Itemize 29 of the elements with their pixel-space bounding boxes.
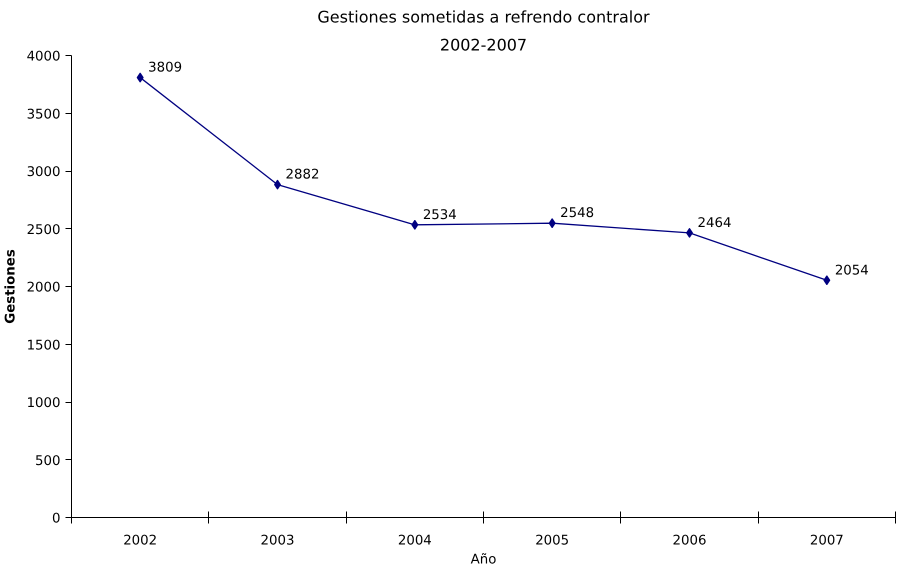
x-tick-label: 2007 (810, 534, 844, 548)
y-tick-label: 1500 (26, 338, 61, 354)
data-label: 2054 (834, 263, 869, 278)
data-label: 3809 (148, 60, 182, 76)
point (136, 72, 144, 83)
point (548, 218, 556, 228)
y-tick-label: 3500 (26, 107, 61, 122)
y-tick-label: 1000 (26, 396, 61, 411)
point (823, 275, 830, 286)
point (411, 220, 418, 230)
y-tick-label: 500 (35, 454, 61, 469)
chart-title: Gestiones sometidas a refrendo contralor (317, 8, 650, 26)
x-axis-title: Año (470, 552, 496, 568)
x-tick-label: 2002 (123, 534, 158, 548)
y-tick-label: 0 (52, 512, 61, 526)
x-tick-label: 2005 (535, 534, 570, 548)
x-tick-label: 2006 (672, 534, 706, 548)
chart-subtitle: 2002-2007 (440, 36, 528, 54)
data-label: 2882 (286, 168, 320, 183)
y-tick-label: 2500 (26, 222, 61, 238)
y-axis-title: Gestiones (4, 249, 19, 324)
data-label: 2534 (422, 208, 457, 223)
data-label: 2464 (698, 216, 732, 231)
y-tick-label: 4000 (26, 50, 61, 64)
x-tick-label: 2003 (260, 534, 294, 548)
data-label: 2548 (560, 206, 594, 222)
y-tick-label: 2000 (26, 280, 61, 296)
x-tick-label: 2004 (398, 534, 432, 548)
y-tick-label: 3000 (26, 165, 61, 180)
